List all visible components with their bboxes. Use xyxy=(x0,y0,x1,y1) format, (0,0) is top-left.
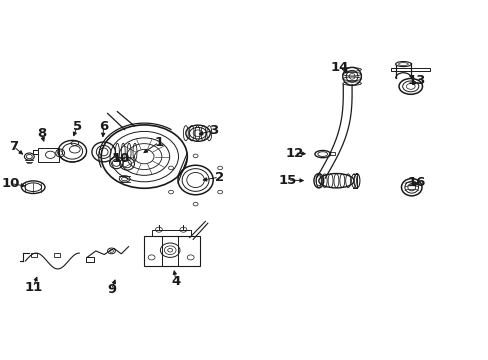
Text: 3: 3 xyxy=(209,124,218,137)
Text: 16: 16 xyxy=(407,176,425,189)
Text: 11: 11 xyxy=(24,281,42,294)
Text: 10: 10 xyxy=(1,177,20,190)
Text: 14: 14 xyxy=(330,61,348,74)
Text: 1: 1 xyxy=(154,136,163,149)
Text: 8: 8 xyxy=(37,127,46,140)
Text: 2: 2 xyxy=(214,171,223,184)
Text: 12: 12 xyxy=(285,147,303,159)
Text: 10: 10 xyxy=(111,152,130,165)
Text: 4: 4 xyxy=(171,275,180,288)
Text: 15: 15 xyxy=(278,174,296,186)
Text: 13: 13 xyxy=(407,75,425,87)
Text: 7: 7 xyxy=(9,140,18,153)
Text: 6: 6 xyxy=(99,120,108,132)
Text: 9: 9 xyxy=(107,283,116,296)
Text: 5: 5 xyxy=(73,120,81,132)
